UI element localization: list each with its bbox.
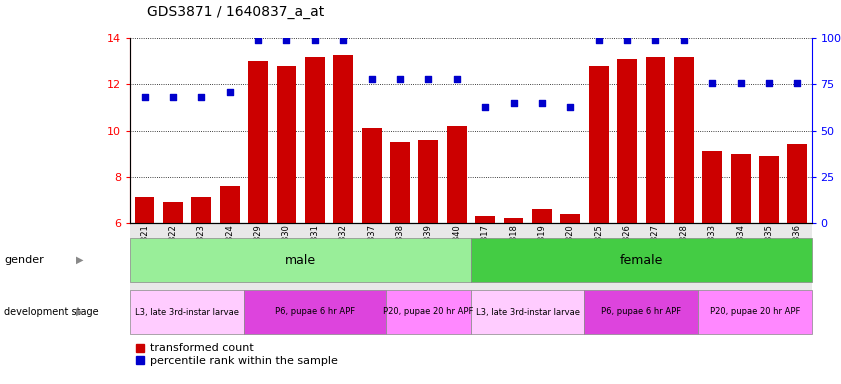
Bar bbox=[702, 151, 722, 223]
Text: P20, pupae 20 hr APF: P20, pupae 20 hr APF bbox=[383, 308, 473, 316]
Bar bbox=[674, 57, 694, 223]
Point bbox=[280, 37, 294, 43]
Point bbox=[762, 79, 775, 86]
Point bbox=[535, 100, 548, 106]
Bar bbox=[248, 61, 268, 223]
Point bbox=[336, 37, 350, 43]
Point bbox=[563, 104, 577, 110]
Bar bbox=[698, 290, 812, 334]
Point bbox=[167, 94, 180, 101]
Bar bbox=[475, 216, 495, 223]
Bar bbox=[135, 197, 155, 223]
Bar bbox=[471, 238, 812, 282]
Point bbox=[507, 100, 521, 106]
Text: L3, late 3rd-instar larvae: L3, late 3rd-instar larvae bbox=[135, 308, 239, 316]
Text: female: female bbox=[620, 254, 663, 266]
Bar bbox=[589, 66, 609, 223]
Bar bbox=[277, 66, 296, 223]
Point bbox=[394, 76, 407, 82]
Point bbox=[450, 76, 463, 82]
Point bbox=[621, 37, 634, 43]
Bar bbox=[362, 128, 382, 223]
Bar bbox=[305, 57, 325, 223]
Bar bbox=[333, 55, 353, 223]
Point bbox=[677, 37, 690, 43]
Text: ▶: ▶ bbox=[76, 307, 83, 317]
Text: GDS3871 / 1640837_a_at: GDS3871 / 1640837_a_at bbox=[147, 5, 325, 19]
Bar bbox=[419, 140, 438, 223]
Point bbox=[251, 37, 265, 43]
Point bbox=[734, 79, 748, 86]
Bar bbox=[504, 218, 523, 223]
Bar bbox=[390, 142, 410, 223]
Text: P6, pupae 6 hr APF: P6, pupae 6 hr APF bbox=[275, 308, 355, 316]
Bar bbox=[787, 144, 807, 223]
Text: male: male bbox=[285, 254, 316, 266]
Bar bbox=[130, 238, 471, 282]
Point bbox=[592, 37, 606, 43]
Bar bbox=[584, 290, 698, 334]
Point bbox=[648, 37, 662, 43]
Point bbox=[308, 37, 321, 43]
Point bbox=[138, 94, 151, 101]
Bar bbox=[617, 59, 637, 223]
Legend: transformed count, percentile rank within the sample: transformed count, percentile rank withi… bbox=[136, 343, 338, 366]
Bar bbox=[130, 290, 244, 334]
Bar bbox=[163, 202, 182, 223]
Bar bbox=[447, 126, 467, 223]
Bar bbox=[560, 214, 580, 223]
Bar bbox=[759, 156, 779, 223]
Bar bbox=[532, 209, 552, 223]
Bar bbox=[731, 154, 750, 223]
Bar bbox=[471, 290, 584, 334]
Bar bbox=[220, 186, 240, 223]
Text: ▶: ▶ bbox=[76, 255, 83, 265]
Point bbox=[194, 94, 208, 101]
Text: P20, pupae 20 hr APF: P20, pupae 20 hr APF bbox=[710, 308, 800, 316]
Point bbox=[706, 79, 719, 86]
Bar bbox=[244, 290, 386, 334]
Point bbox=[365, 76, 378, 82]
Text: gender: gender bbox=[4, 255, 44, 265]
Bar bbox=[192, 197, 211, 223]
Bar bbox=[386, 290, 471, 334]
Bar bbox=[646, 57, 665, 223]
Text: P6, pupae 6 hr APF: P6, pupae 6 hr APF bbox=[601, 308, 681, 316]
Text: L3, late 3rd-instar larvae: L3, late 3rd-instar larvae bbox=[476, 308, 579, 316]
Point bbox=[479, 104, 492, 110]
Point bbox=[223, 89, 236, 95]
Text: development stage: development stage bbox=[4, 307, 99, 317]
Point bbox=[791, 79, 804, 86]
Point bbox=[421, 76, 435, 82]
